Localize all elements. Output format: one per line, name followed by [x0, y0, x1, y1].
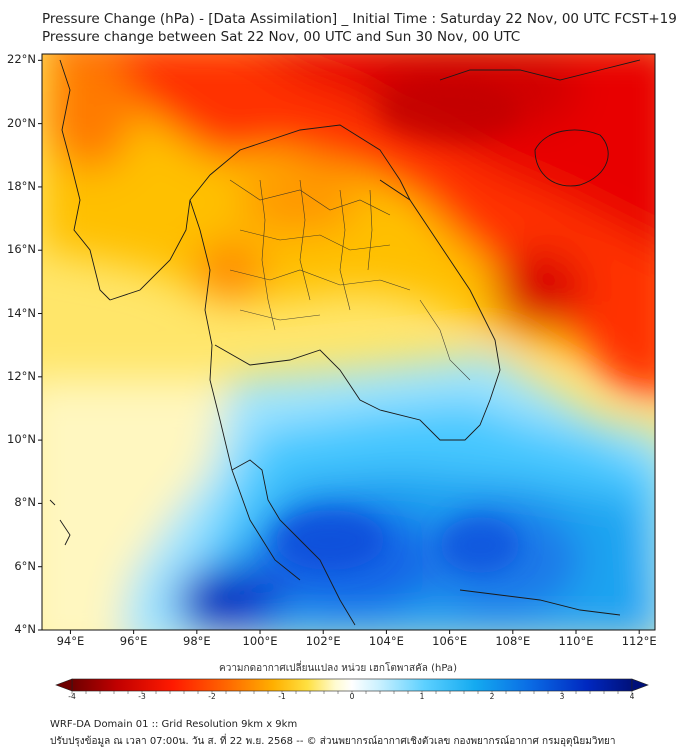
longitude-label: 106°E — [432, 634, 468, 648]
colorbar-tick-label: 3 — [559, 692, 565, 701]
latitude-label: 12°N — [7, 368, 36, 383]
latitude-label: 16°N — [7, 242, 36, 257]
longitude-label: 94°E — [56, 634, 85, 648]
longitude-label: 96°E — [119, 634, 148, 648]
longitude-label: 112°E — [621, 634, 657, 648]
colorbar-tick-label: -4 — [68, 692, 76, 701]
colorbar-label: ความกดอากาศเปลี่ยนแปลง หน่วย เฮกโตพาสคัล… — [219, 663, 457, 674]
latitude-label: 8°N — [14, 495, 36, 510]
footer-model-info: WRF-DA Domain 01 :: Grid Resolution 9km … — [50, 719, 298, 730]
colorbar-min-arrow — [55, 678, 73, 692]
footer-credit: ปรับปรุงข้อมูล ณ เวลา 07:00น. วัน ส. ที่… — [50, 736, 616, 747]
colorbar — [55, 678, 649, 694]
longitude-label: 108°E — [495, 634, 531, 648]
colorbar-tick-label: 0 — [349, 692, 355, 701]
map-subtitle: Pressure change between Sat 22 Nov, 00 U… — [42, 29, 521, 45]
longitude-label: 98°E — [183, 634, 211, 648]
map-title: Pressure Change (hPa) - [Data Assimilati… — [42, 11, 676, 27]
longitude-label: 104°E — [368, 634, 404, 648]
latitude-label: 14°N — [7, 305, 36, 320]
axis-ticks — [38, 59, 640, 634]
longitude-label: 100°E — [242, 634, 278, 648]
colorbar-tick-label: 4 — [629, 692, 635, 701]
pressure-field — [42, 54, 655, 630]
latitude-label: 4°N — [14, 622, 36, 636]
latitude-label: 18°N — [7, 178, 36, 193]
latitude-label: 20°N — [7, 115, 36, 130]
colorbar-tick-label: -3 — [138, 692, 146, 701]
colorbar-tick-label: 2 — [489, 692, 495, 701]
coastlines — [49, 59, 641, 626]
latitude-label: 10°N — [7, 432, 36, 447]
map-frame — [41, 53, 656, 631]
longitude-label: 102°E — [305, 634, 341, 648]
admin-borders — [229, 179, 471, 381]
longitude-label: 110°E — [558, 634, 594, 648]
colorbar-max-arrow — [631, 678, 649, 692]
latitude-label: 6°N — [14, 558, 36, 573]
latitude-label: 22°N — [7, 52, 36, 67]
colorbar-tick-label: 1 — [419, 692, 425, 701]
colorbar-tick-label: -2 — [208, 692, 216, 701]
colorbar-tick-label: -1 — [278, 692, 286, 701]
